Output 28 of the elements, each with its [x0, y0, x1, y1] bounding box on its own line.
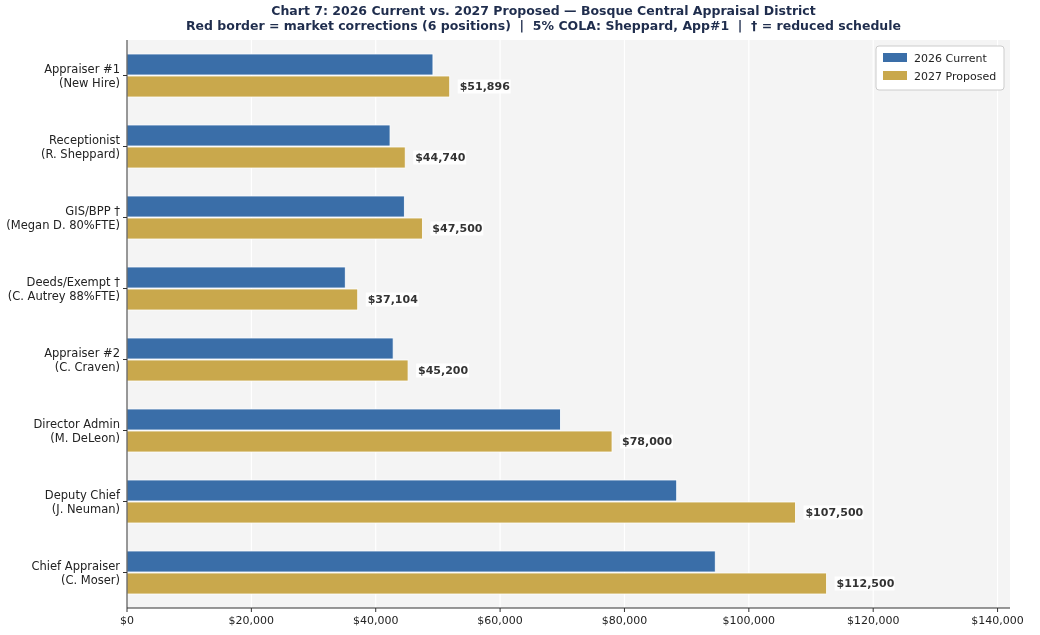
data-label: $44,740: [415, 151, 466, 165]
y-tick-label: Deputy Chief (J. Neuman): [44, 487, 121, 516]
data-label: $78,000: [622, 435, 673, 449]
x-tick-label: $140,000: [971, 614, 1024, 627]
y-tick-label: Deeds/Exempt † (C. Autrey 88%FTE): [7, 274, 121, 303]
y-tick-label: Chief Appraiser (C. Moser): [31, 558, 121, 587]
data-label: $51,896: [459, 80, 511, 94]
x-tick-label: $60,000: [477, 614, 523, 627]
data-label: $107,500: [805, 506, 864, 520]
y-tick-label: Appraiser #1 (New Hire): [44, 61, 120, 90]
x-tick-label: $40,000: [352, 614, 399, 627]
x-tick-label: $0: [120, 614, 134, 627]
x-tick-label: $80,000: [601, 614, 648, 627]
x-tick-label: $100,000: [722, 614, 776, 627]
y-tick-label: Receptionist (R. Sheppard): [40, 132, 121, 161]
y-tick-label: GIS/BPP † (Megan D. 80%FTE): [6, 203, 121, 232]
data-label: $47,500: [432, 222, 483, 236]
data-label: $37,104: [367, 293, 419, 307]
chart-subtitle: Red border = market corrections (6 positions) | 5% COLA: Sheppard, App#1 | † = reduced schedule: [185, 18, 902, 33]
x-tick-label: $20,000: [228, 614, 275, 627]
y-tick-label: Director Admin (M. DeLeon): [33, 416, 120, 445]
legend-label: 2027 Proposed: [914, 69, 997, 83]
legend-label: 2026 Current: [914, 51, 988, 65]
chart-title: Chart 7: 2026 Current vs. 2027 Proposed — Bosque Central Appraisal District: [271, 3, 816, 18]
data-label: $45,200: [418, 364, 469, 378]
y-tick-label: Appraiser #2 (C. Craven): [44, 345, 120, 374]
data-label: $112,500: [836, 577, 895, 591]
x-tick-label: $120,000: [846, 614, 900, 627]
